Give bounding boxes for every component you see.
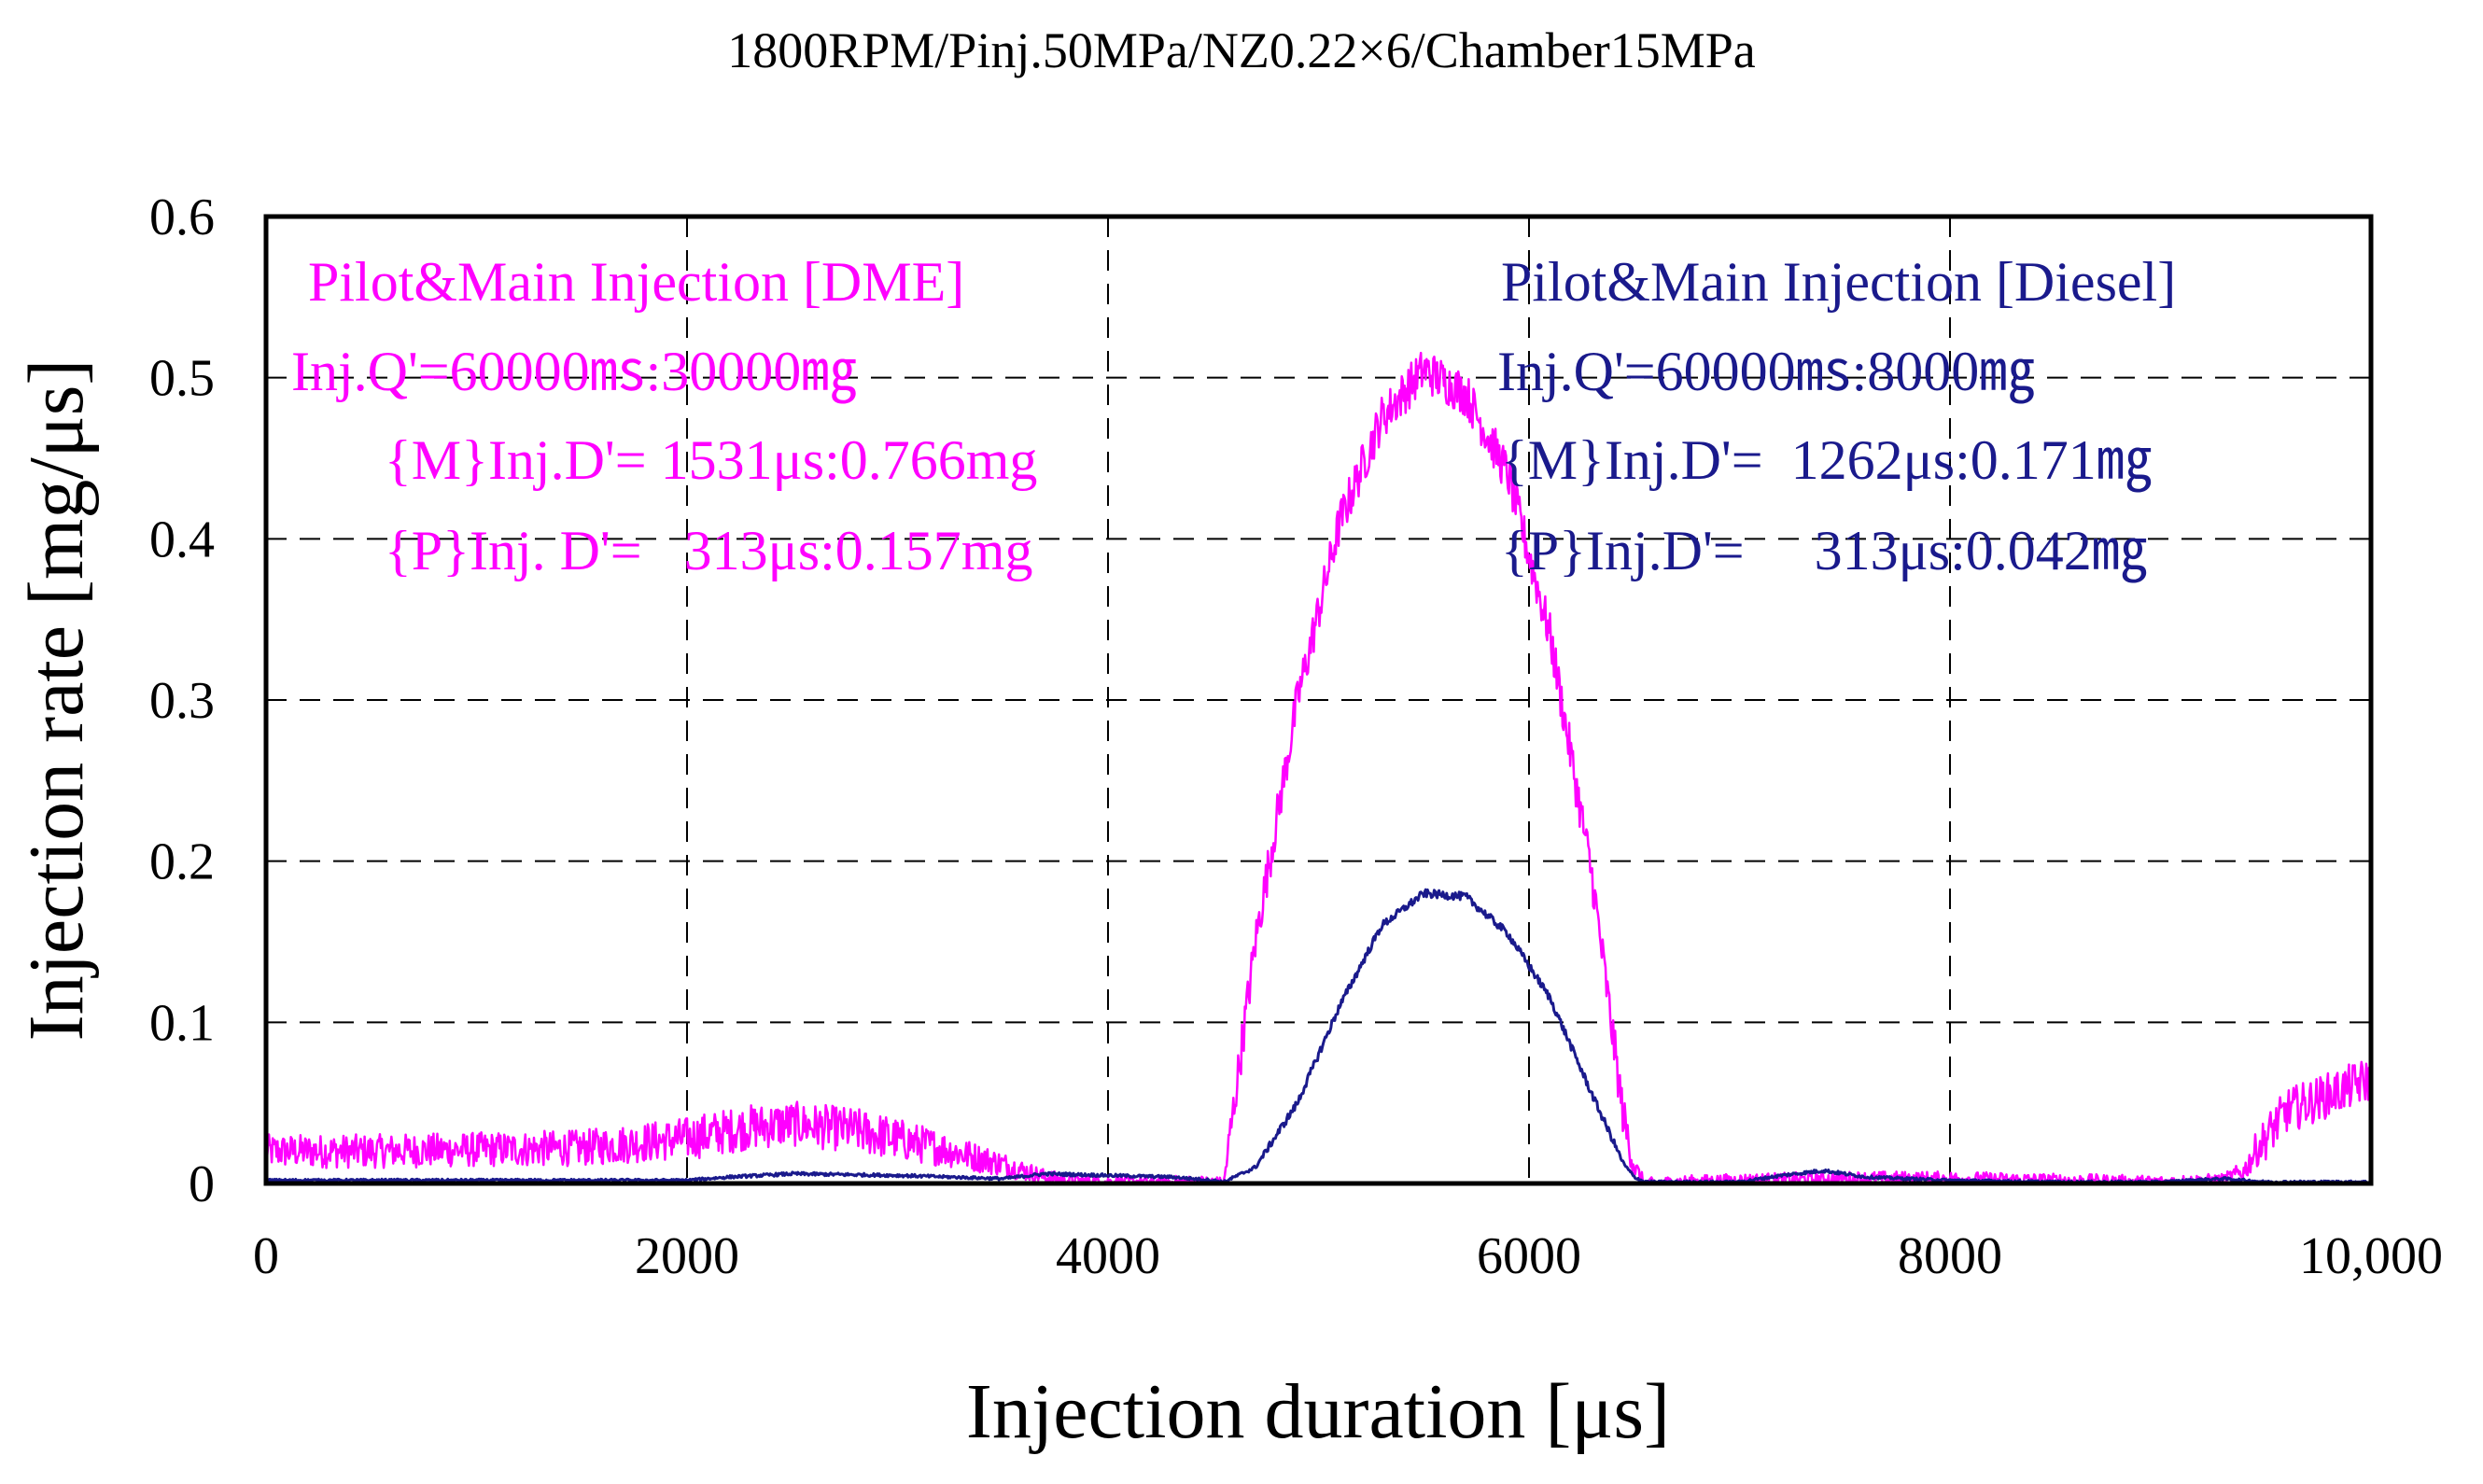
plot-frame	[263, 214, 2374, 1186]
diesel-annotation-pilot: {P}Inj.D'= 313μs:0.042㎎	[1501, 520, 2148, 583]
y-tick-label: 0.4	[149, 511, 215, 568]
diesel-annotation-title: Pilot&Main Injection [Diesel]	[1501, 251, 2176, 313]
y-tick-label: 0.2	[149, 833, 215, 891]
diesel-annotation-quantity: Inj.Q'=60000㎳:8000㎎	[1497, 341, 2035, 404]
x-tick-label: 4000	[1056, 1227, 1160, 1285]
plot-series	[264, 351, 2373, 1185]
dme-annotation: Pilot&Main Injection [DME] Inj.Q'=60000㎳…	[291, 251, 1037, 581]
y-tick-label: 0.5	[149, 350, 215, 408]
y-tick-label: 0	[189, 1155, 215, 1213]
x-tick-label: 2000	[635, 1227, 739, 1285]
y-tick-label: 0.1	[149, 994, 215, 1052]
diesel-series-line	[265, 888, 2372, 1184]
y-axis-label: Injection rate [mg/μs]	[13, 359, 100, 1042]
x-tick-label: 10,000	[2299, 1227, 2443, 1285]
axis-ticks: 0 2000 4000 6000 8000 10,000 0 0.1 0.2 0.3 0.4 0.5 0…	[149, 189, 2443, 1285]
dme-annotation-pilot: {P}Inj. D'= 313μs:0.157mg	[385, 520, 1032, 581]
x-tick-label: 8000	[1898, 1227, 2002, 1285]
x-tick-label: 0	[253, 1227, 279, 1285]
y-tick-label: 0.3	[149, 672, 215, 730]
dme-annotation-main: {M}Inj.D'= 1531μs:0.766mg	[385, 429, 1037, 491]
chart-title: 1800RPM/Pinj.50MPa/NZ0.22×6/Chamber15MPa	[727, 22, 1756, 78]
x-tick-label: 6000	[1477, 1227, 1581, 1285]
diesel-annotation: Pilot&Main Injection [Diesel] Inj.Q'=600…	[1497, 251, 2176, 583]
dme-annotation-title: Pilot&Main Injection [DME]	[308, 251, 964, 313]
y-tick-label: 0.6	[149, 189, 215, 246]
diesel-annotation-main: {M}Inj.D'= 1262μs:0.171㎎	[1501, 429, 2153, 493]
grid-lines	[266, 217, 2371, 1183]
x-axis-label: Injection duration [μs]	[966, 1368, 1670, 1455]
dme-annotation-quantity: Inj.Q'=60000㎳:30000㎎	[291, 341, 857, 404]
